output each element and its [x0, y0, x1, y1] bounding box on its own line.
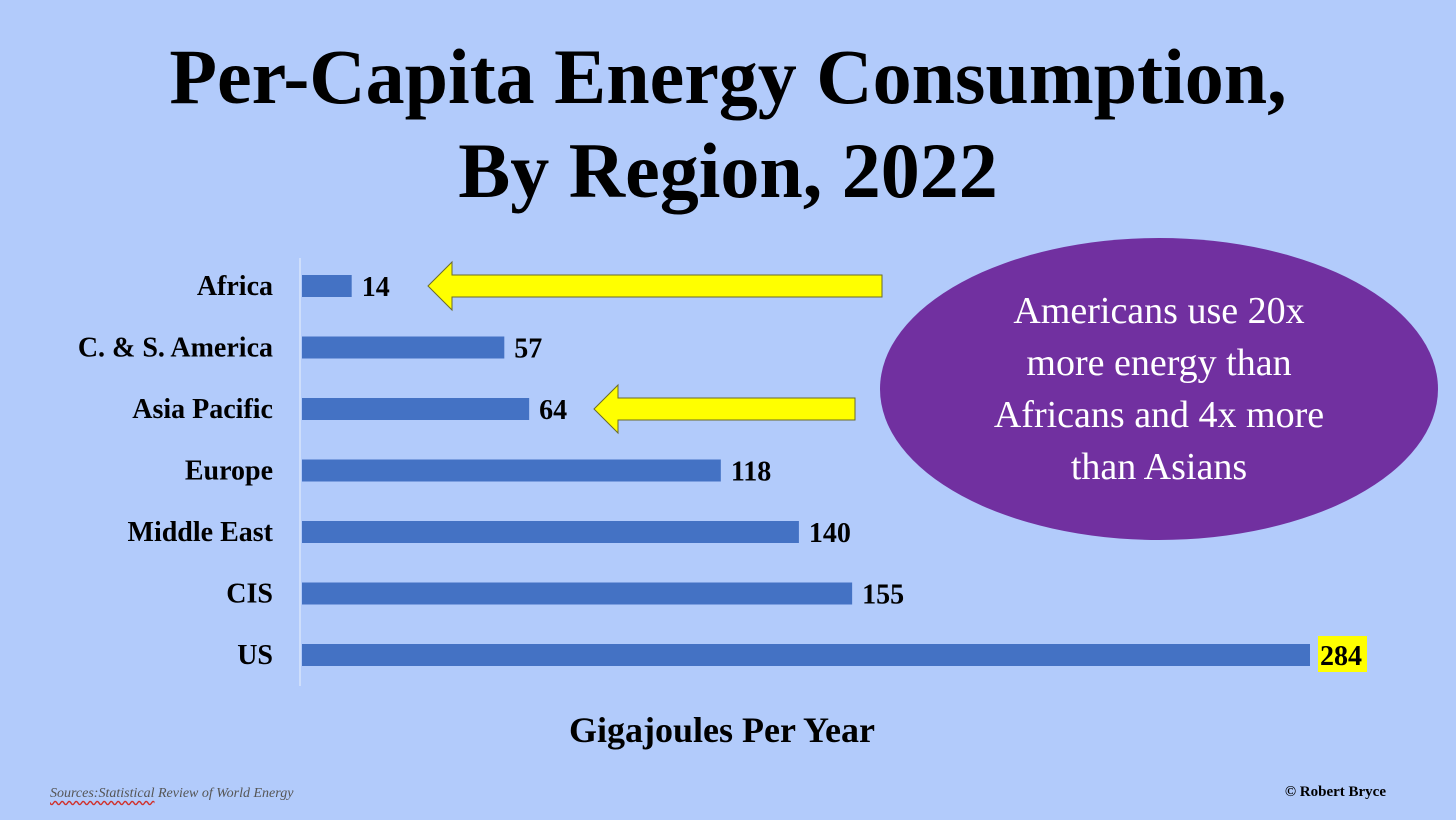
- value-label: 14: [362, 272, 390, 303]
- category-label: Africa: [197, 271, 273, 302]
- value-label: 284: [1320, 641, 1362, 672]
- bar-europe: [302, 459, 721, 482]
- source-note: Sources:Statistical Review of World Ener…: [50, 786, 293, 802]
- category-label: Middle East: [128, 517, 274, 548]
- value-label: 57: [514, 334, 542, 365]
- callout-text: Americans use 20x more energy than Afric…: [993, 290, 1325, 488]
- arrow-to-africa: [427, 260, 883, 312]
- arrow-to-asia-pacific: [593, 383, 856, 435]
- title-line-1: Per-Capita Energy Consumption,: [169, 33, 1287, 120]
- x-axis-label: Gigajoules Per Year: [569, 710, 875, 750]
- chart-title: Per-Capita Energy Consumption, By Region…: [0, 30, 1456, 218]
- bar-asia-pacific: [302, 398, 530, 420]
- category-label: Europe: [185, 456, 273, 487]
- value-label: 118: [731, 457, 771, 488]
- bar-middle-east: [302, 521, 799, 543]
- bar-c-s-america: [302, 336, 505, 359]
- bar-us: [302, 644, 1310, 666]
- category-label: CIS: [226, 579, 273, 610]
- source-rest: Review of World Energy: [154, 786, 294, 801]
- value-label: 140: [809, 518, 851, 549]
- category-label: Asia Pacific: [132, 394, 273, 425]
- callout-ellipse: Americans use 20x more energy than Afric…: [880, 238, 1438, 540]
- source-prefix: Sources:Statistical: [50, 786, 155, 801]
- value-label: 155: [862, 580, 904, 611]
- category-label: US: [237, 640, 273, 671]
- bar-cis: [302, 582, 853, 605]
- category-label: C. & S. America: [78, 333, 273, 364]
- copyright: © Robert Bryce: [1284, 784, 1386, 800]
- value-label-highlight: [1318, 636, 1367, 672]
- bar-africa: [302, 275, 352, 297]
- value-label: 64: [539, 395, 567, 426]
- title-line-2: By Region, 2022: [458, 127, 998, 214]
